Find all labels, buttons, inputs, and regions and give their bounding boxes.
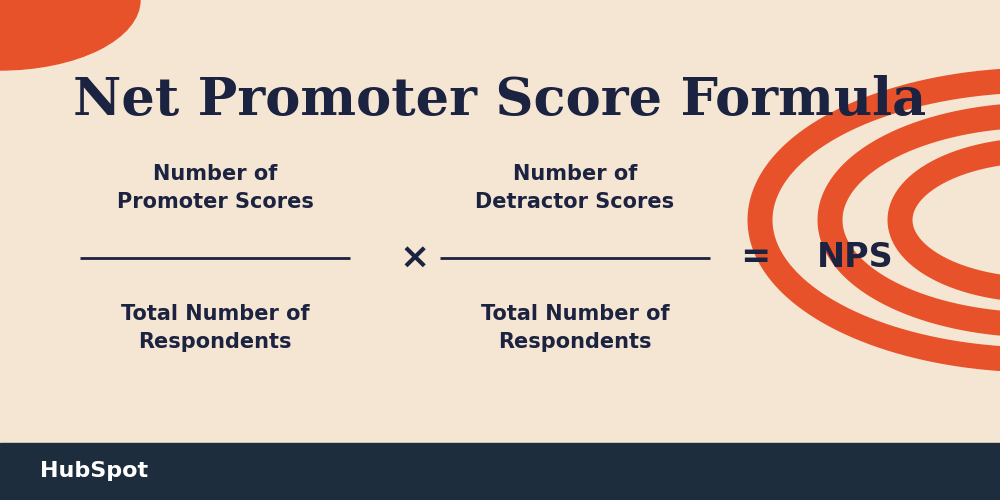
Text: Number of
Promoter Scores: Number of Promoter Scores bbox=[117, 164, 313, 212]
Text: Net Promoter Score Formula: Net Promoter Score Formula bbox=[73, 74, 927, 126]
Text: =: = bbox=[740, 240, 770, 274]
Bar bbox=[0, 442, 1000, 500]
Text: NPS: NPS bbox=[817, 241, 893, 274]
Text: Number of
Detractor Scores: Number of Detractor Scores bbox=[475, 164, 675, 212]
Text: Total Number of
Respondents: Total Number of Respondents bbox=[481, 304, 669, 352]
Text: Total Number of
Respondents: Total Number of Respondents bbox=[121, 304, 309, 352]
Text: HubSpot: HubSpot bbox=[40, 461, 148, 481]
Text: ×: × bbox=[400, 240, 430, 274]
Circle shape bbox=[0, 0, 140, 70]
